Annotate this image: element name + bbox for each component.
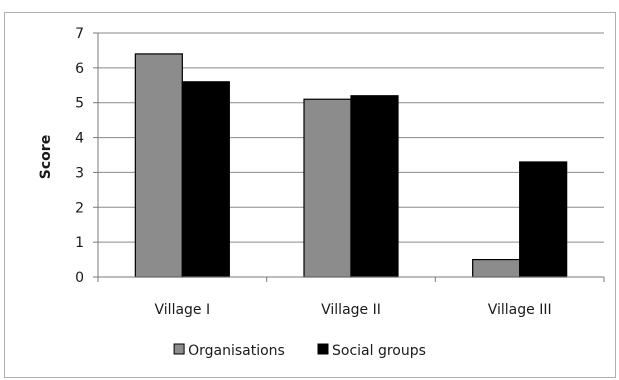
y-tick-label: 0 (75, 270, 84, 286)
legend: Organisations Social groups (173, 343, 426, 359)
legend-label: Organisations (188, 343, 285, 359)
x-tick-label: Village I (155, 302, 211, 318)
y-tick-label: 7 (75, 26, 84, 42)
x-tick-labels: Village I Village II Village III (155, 302, 552, 318)
bars (134, 53, 568, 278)
bar-social-groups-1 (181, 81, 230, 278)
bar-social-groups-3 (519, 161, 568, 278)
y-tick-label: 3 (75, 165, 84, 181)
y-tick-label: 5 (75, 96, 84, 112)
legend-label: Social groups (332, 343, 426, 359)
bar-organisations-1 (134, 53, 183, 278)
chart-frame (4, 12, 616, 378)
y-tick-label: 1 (75, 235, 84, 251)
bar-organisations-3 (472, 258, 521, 278)
y-tick-label: 2 (75, 200, 84, 216)
legend-swatch-organisations (173, 343, 185, 355)
bar-organisations-2 (303, 98, 352, 278)
y-tick-label: 6 (75, 61, 84, 77)
bar-social-groups-2 (350, 95, 399, 278)
legend-swatch-social-groups (317, 343, 329, 355)
y-axis-label: Score (38, 135, 54, 179)
x-tick-label: Village II (321, 302, 381, 318)
y-tick-label: 4 (75, 131, 84, 147)
x-tick-label: Village III (488, 302, 552, 318)
y-tick-labels: 0 1 2 3 4 5 6 7 (75, 26, 84, 286)
axes (93, 32, 605, 282)
